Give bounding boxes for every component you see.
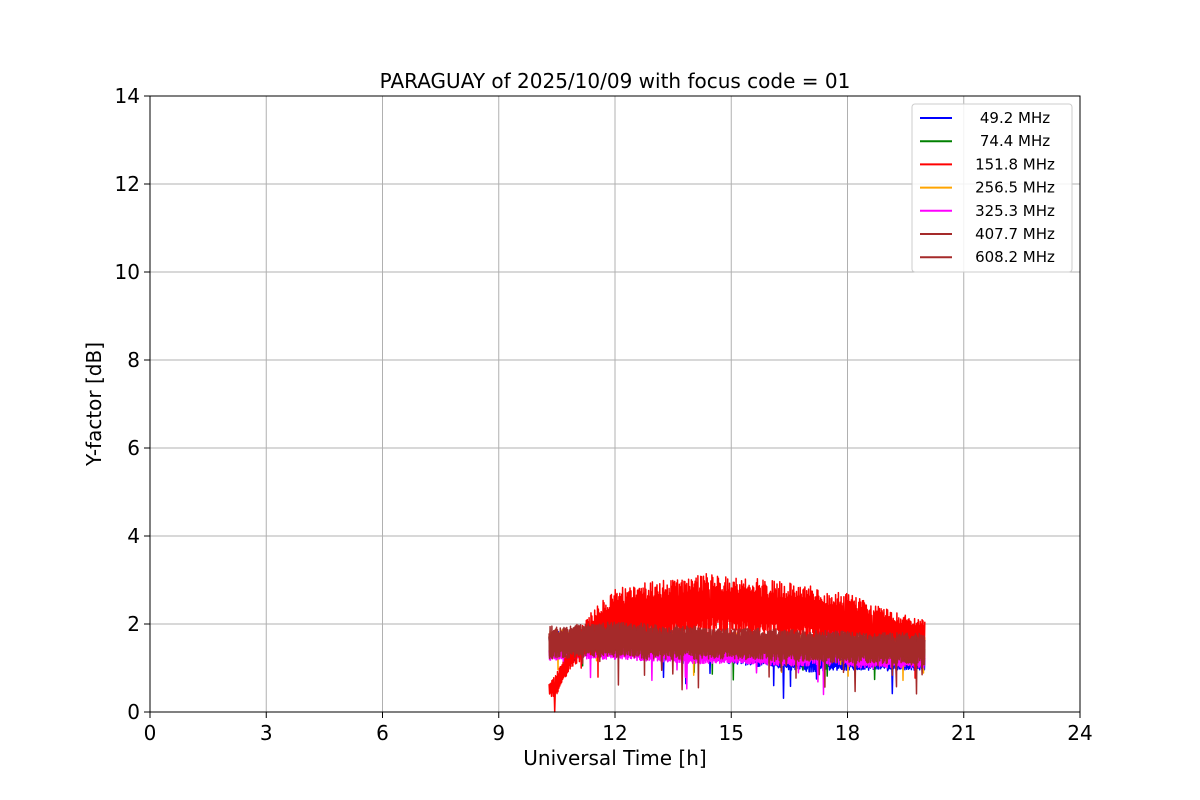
x-tick-label: 18 <box>835 721 860 745</box>
y-tick-label: 10 <box>115 260 140 284</box>
legend-box <box>911 103 1073 273</box>
x-tick-label: 24 <box>1067 721 1092 745</box>
legend-label: 325.3 MHz <box>975 202 1055 220</box>
legend-label: 151.8 MHz <box>975 155 1055 173</box>
chart-title: PARAGUAY of 2025/10/09 with focus code =… <box>380 69 851 93</box>
y-tick-label: 8 <box>127 348 140 372</box>
y-tick-label: 12 <box>115 172 140 196</box>
y-tick-label: 6 <box>127 436 140 460</box>
y-tick-label: 4 <box>127 524 140 548</box>
y-tick-label: 14 <box>115 84 140 108</box>
x-axis-label: Universal Time [h] <box>523 746 706 770</box>
legend-label: 49.2 MHz <box>980 109 1050 127</box>
x-tick-label: 21 <box>951 721 976 745</box>
legend-label: 256.5 MHz <box>975 179 1055 197</box>
x-tick-label: 9 <box>492 721 505 745</box>
y-tick-label: 0 <box>127 700 140 724</box>
series-line <box>548 621 926 695</box>
legend: 49.2 MHz 74.4 MHz 151.8 MHz 256.5 MHz 325.3… <box>911 103 1073 273</box>
x-tick-label: 15 <box>719 721 744 745</box>
y-tick-label: 2 <box>127 612 140 636</box>
y-axis-label: Y-factor [dB] <box>82 342 106 467</box>
legend-label: 608.2 MHz <box>975 248 1055 266</box>
x-tick-label: 6 <box>376 721 389 745</box>
x-tick-label: 3 <box>260 721 273 745</box>
x-tick-label: 0 <box>144 721 157 745</box>
legend-label: 74.4 MHz <box>980 132 1050 150</box>
legend-label: 407.7 MHz <box>975 225 1055 243</box>
x-tick-label: 12 <box>602 721 627 745</box>
series-layer <box>548 572 926 713</box>
